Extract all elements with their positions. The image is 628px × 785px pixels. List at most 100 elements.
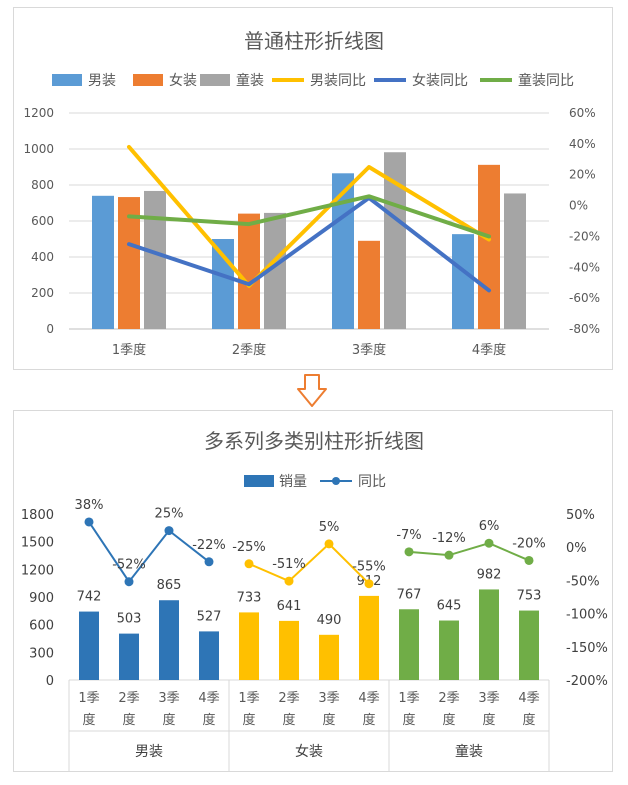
bar-童装	[504, 193, 526, 329]
x-tick-label: 1季	[238, 691, 259, 706]
yoy-marker	[484, 538, 494, 548]
group-label: 童装	[455, 743, 483, 760]
y-right-tick-label: 0%	[569, 199, 588, 213]
legend-swatch-sales	[244, 475, 274, 487]
yoy-value-label: -52%	[112, 558, 146, 573]
x-tick-label-cont: 度	[162, 712, 175, 728]
x-tick-label: 2季	[118, 691, 139, 706]
x-tick-label-cont: 度	[482, 712, 495, 728]
y-right-tick-label: 50%	[566, 508, 595, 523]
bar-童装	[439, 620, 459, 680]
group-label: 男装	[135, 744, 163, 760]
chart-title: 普通柱形折线图	[244, 29, 384, 53]
y-left-tick-label: 1200	[21, 563, 54, 578]
chart-panel-normal: 普通柱形折线图 0 200 400 600 800 1000 1200 -80% -60% -40%…	[13, 7, 613, 370]
line-女装同比	[127, 195, 491, 293]
yoy-value-label: -55%	[352, 560, 386, 575]
y-right-tick-label: -150%	[566, 641, 608, 656]
bar-男装	[119, 633, 139, 680]
bar-男装	[92, 195, 114, 329]
bar-value-label: 753	[517, 589, 542, 604]
x-tick-label-cont: 度	[322, 712, 335, 728]
bar-男装	[332, 173, 354, 329]
bar-value-label: 767	[397, 587, 422, 602]
legend-swatch-童装	[200, 74, 230, 86]
y-left-tick-label: 600	[29, 619, 54, 634]
bar-value-label: 645	[437, 599, 462, 614]
x-tick-label: 1季度	[112, 342, 146, 358]
x-tick-label: 2季	[438, 691, 459, 706]
x-tick-label: 1季	[398, 691, 419, 706]
yoy-marker	[84, 517, 94, 527]
bar-童装	[384, 152, 406, 329]
x-tick-label: 4季	[518, 691, 539, 706]
yoy-marker	[164, 526, 174, 536]
down-arrow-icon	[297, 374, 327, 407]
y-right-tick-label: -100%	[566, 608, 608, 623]
y-right-tick-label: -200%	[566, 674, 608, 689]
yoy-value-label: 5%	[319, 520, 340, 535]
y-left-tick-label: 400	[31, 250, 54, 264]
bar-男装	[159, 600, 179, 680]
x-tick-label: 3季度	[352, 342, 386, 358]
bar-童装	[479, 589, 499, 680]
y-right-tick-label: -50%	[566, 574, 600, 589]
bar-value-label: 527	[197, 609, 222, 624]
legend-marker-yoy	[332, 477, 340, 485]
legend-label: 女装	[169, 72, 197, 89]
y-left-tick-label: 900	[29, 591, 54, 606]
bar-女装	[319, 634, 339, 680]
x-tick-label-cont: 度	[202, 712, 215, 728]
bar-value-label: 641	[277, 599, 302, 614]
y-left-tick-label: 0	[46, 322, 54, 336]
bar-男装	[212, 239, 234, 329]
yoy-value-label: -51%	[272, 557, 306, 572]
yoy-value-label: 6%	[479, 519, 500, 534]
yoy-value-label: 25%	[155, 507, 184, 522]
chart-title: 多系列多类别柱形折线图	[204, 429, 424, 453]
y-left-tick-label: 300	[29, 646, 54, 661]
bar-女装	[238, 213, 260, 329]
y-right-tick-label: -20%	[569, 229, 600, 243]
bar-女装	[239, 612, 259, 680]
y-right-tick-label: 40%	[569, 137, 596, 151]
yoy-value-label: -25%	[232, 540, 266, 555]
bar-女装	[359, 595, 379, 680]
bar-value-label: 742	[77, 590, 102, 605]
combo-chart-normal: 普通柱形折线图 0 200 400 600 800 1000 1200 -80% -60% -40%…	[23, 29, 600, 358]
bar-value-label: 490	[317, 613, 342, 628]
legend-label: 销量	[279, 474, 307, 490]
bar-女装	[279, 620, 299, 680]
x-tick-label: 2季度	[232, 342, 266, 358]
y-right-tick-label: -80%	[569, 322, 600, 336]
legend-swatch-男装	[52, 74, 82, 86]
y-left-tick-label: 1000	[23, 142, 54, 156]
legend-label: 男装	[88, 73, 116, 89]
y-left-tick-label: 600	[31, 214, 54, 228]
yoy-marker	[444, 550, 454, 560]
y-left-tick-label: 0	[46, 674, 54, 689]
x-tick-label-cont: 度	[442, 712, 455, 728]
x-tick-label: 2季	[278, 691, 299, 706]
x-tick-label: 1季	[78, 691, 99, 706]
yoy-line-童装	[408, 542, 530, 562]
y-right-tick-label: -40%	[569, 260, 600, 274]
x-tick-label-cont: 度	[402, 712, 415, 728]
legend-label: 男装同比	[310, 73, 366, 89]
x-tick-label: 3季	[158, 691, 179, 706]
yoy-line-男装	[88, 521, 210, 584]
legend-label: 女装同比	[412, 72, 468, 89]
bar-童装	[519, 610, 539, 680]
y-right-tick-label: 60%	[569, 106, 596, 120]
x-tick-label-cont: 度	[522, 712, 535, 728]
yoy-marker	[284, 576, 294, 586]
x-tick-label-cont: 度	[242, 712, 255, 728]
legend-label: 童装	[236, 72, 264, 89]
yoy-value-label: -20%	[512, 536, 546, 551]
bar-男装	[199, 631, 219, 680]
yoy-marker	[364, 579, 374, 589]
y-left-tick-label: 1800	[21, 508, 54, 523]
chart-panel-multi: 多系列多类别柱形折线图 销量 同比 0 300 600 900 1200 1500 1800 -20…	[13, 410, 613, 772]
y-left-tick-label: 800	[31, 178, 54, 192]
line-男装同比	[127, 144, 491, 288]
